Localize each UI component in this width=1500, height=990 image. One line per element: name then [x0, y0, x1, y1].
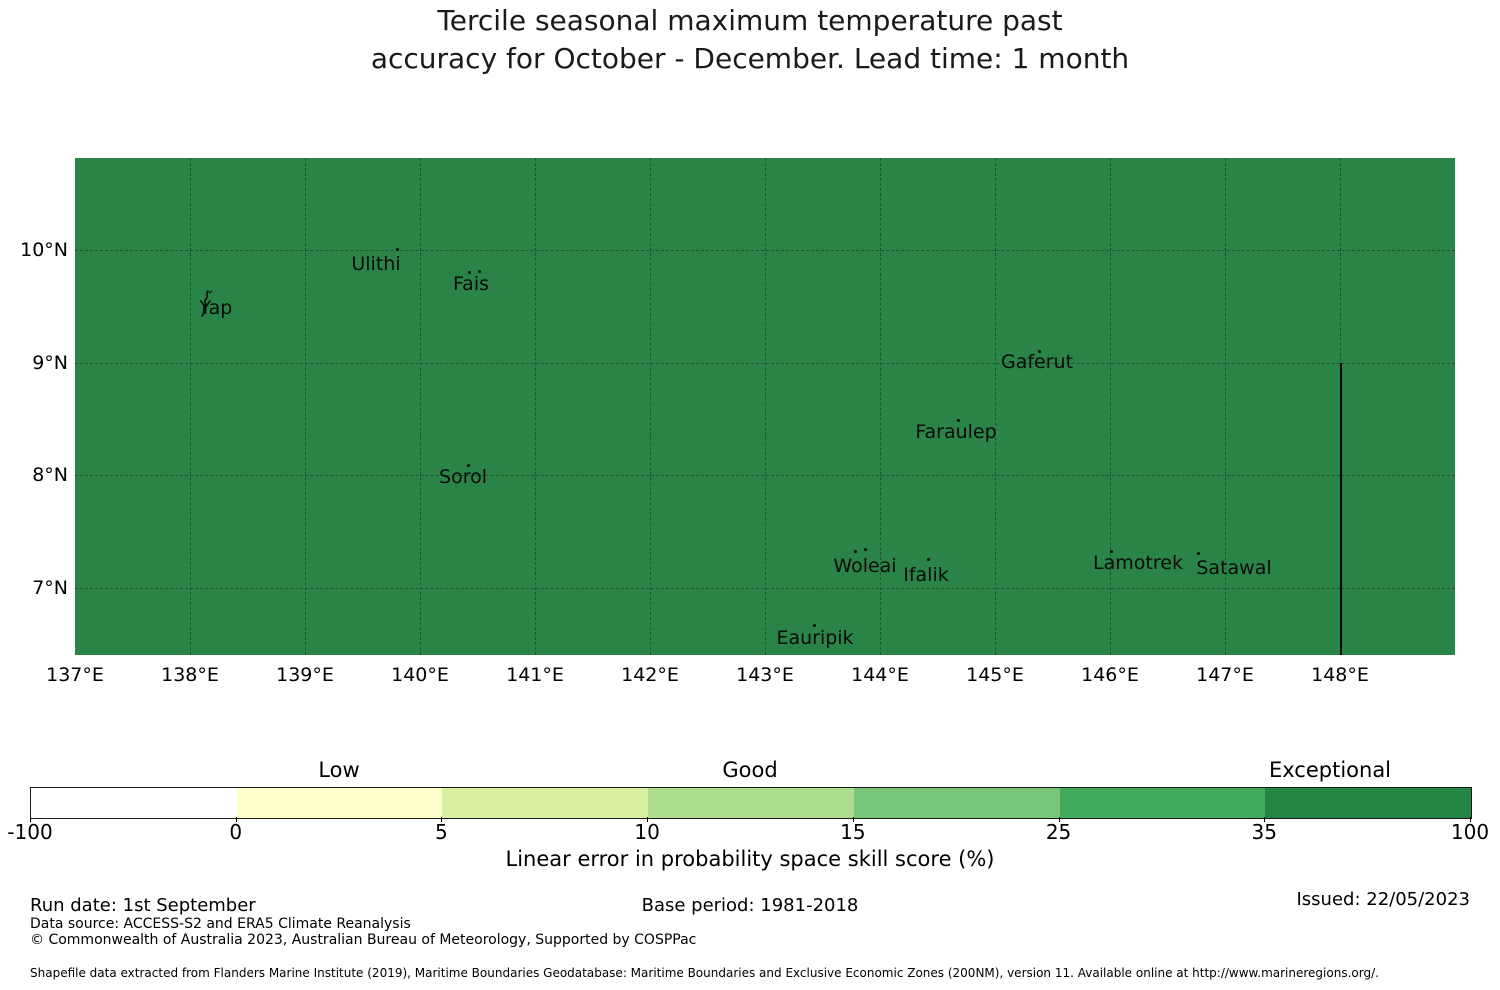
lon-tick-label: 147°E	[1196, 664, 1254, 686]
colorbar-tick	[1470, 817, 1471, 822]
island-label: Eauripik	[776, 627, 854, 649]
base-period-text: Base period: 1981-2018	[641, 895, 859, 916]
lat-tick-label: 9°N	[32, 352, 68, 374]
lon-tick-label: 141°E	[506, 664, 564, 686]
colorbar-tick-label: -100	[7, 820, 53, 844]
colorbar-segment	[648, 788, 854, 818]
data-source-text: Data source: ACCESS-S2 and ERA5 Climate …	[30, 916, 411, 932]
lon-tick-label: 148°E	[1311, 664, 1369, 686]
colorbar-tick	[1264, 817, 1266, 822]
lon-tick-label: 140°E	[391, 664, 449, 686]
longitude-gridline	[1225, 158, 1226, 655]
island-dot	[1038, 350, 1041, 353]
island-dot	[927, 558, 930, 561]
island-label: Sorol	[439, 466, 487, 488]
island-label: Lamotrek	[1093, 552, 1183, 574]
island-label: Fais	[452, 273, 490, 295]
yap-island-icon	[201, 290, 213, 317]
island-label: Gaferut	[1000, 351, 1074, 373]
island-dot	[813, 624, 816, 627]
lon-tick-label: 138°E	[161, 664, 219, 686]
longitude-gridline	[880, 158, 881, 655]
longitude-gridline	[650, 158, 651, 655]
lon-tick-label: 139°E	[276, 664, 334, 686]
island-label: Ulithi	[351, 253, 401, 275]
colorbar-tick-label: 0	[229, 820, 243, 844]
island-label: Ifalik	[903, 564, 949, 586]
lon-tick-label: 143°E	[736, 664, 794, 686]
longitude-gridline	[1110, 158, 1111, 655]
latitude-gridline	[75, 250, 1455, 251]
lon-tick-label: 146°E	[1081, 664, 1139, 686]
colorbar-tick-label: 10	[634, 820, 660, 844]
island-dot	[864, 548, 867, 551]
island-label: Satawal	[1196, 557, 1272, 579]
colorbar-category-label: Good	[722, 758, 778, 782]
colorbar-tick-label: 35	[1251, 820, 1278, 844]
colorbar-tick	[30, 817, 31, 822]
island-dot	[467, 464, 470, 467]
colorbar-tick-label: 5	[435, 820, 448, 844]
longitude-gridline	[190, 158, 191, 655]
colorbar-segment	[853, 788, 1060, 818]
colorbar-tick	[647, 817, 649, 822]
island-dot	[1197, 552, 1200, 555]
chart-title-line1: Tercile seasonal maximum temperature pas…	[437, 4, 1063, 37]
latitude-gridline	[75, 475, 1455, 476]
lat-tick-label: 10°N	[20, 239, 68, 261]
island-dot	[396, 248, 399, 251]
colorbar-tick	[852, 817, 854, 822]
longitude-gridline	[535, 158, 536, 655]
lon-tick-label: 137°E	[46, 664, 104, 686]
run-date-text: Run date: 1st September	[30, 895, 256, 916]
copyright-text: © Commonwealth of Australia 2023, Austra…	[30, 932, 697, 948]
longitude-gridline	[765, 158, 766, 655]
island-label: Faraulep	[915, 421, 997, 443]
lon-tick-label: 144°E	[851, 664, 909, 686]
colorbar-tick-label: 25	[1045, 820, 1072, 844]
island-label: Woleai	[833, 555, 897, 577]
map-canvas: Yap Ulithi Fais Sorol Gaferut Faraulep Woleai I…	[75, 158, 1455, 655]
colorbar-category-label: Low	[318, 758, 360, 782]
lon-tick-label: 145°E	[966, 664, 1024, 686]
island-dot	[1110, 550, 1113, 553]
eez-boundary-line	[1340, 363, 1342, 655]
island-dot	[957, 419, 960, 422]
island-dot	[468, 271, 471, 274]
longitude-gridline	[995, 158, 996, 655]
colorbar-tick-label: 15	[840, 820, 866, 844]
colorbar-tick-label: 100	[1450, 820, 1490, 844]
shapefile-attribution-text: Shapefile data extracted from Flanders M…	[30, 966, 1379, 980]
chart-title: Tercile seasonal maximum temperature pas…	[0, 2, 1500, 78]
colorbar-tick	[441, 817, 443, 822]
longitude-gridline	[420, 158, 421, 655]
colorbar-axis-label: Linear error in probability space skill …	[505, 847, 995, 871]
lat-tick-label: 8°N	[32, 464, 68, 486]
colorbar-segment	[442, 788, 649, 818]
colorbar-tick	[235, 817, 237, 822]
island-dot	[854, 550, 857, 553]
colorbar-category-label: Exceptional	[1268, 758, 1392, 782]
colorbar-tick	[1058, 817, 1060, 822]
colorbar-segment	[1265, 788, 1472, 818]
lon-tick-label: 142°E	[621, 664, 679, 686]
longitude-gridline	[305, 158, 306, 655]
island-label: Yap	[199, 297, 233, 319]
colorbar-segment	[31, 788, 237, 818]
colorbar	[30, 787, 1472, 819]
colorbar-segment	[1059, 788, 1266, 818]
issued-text: Issued: 22/05/2023	[1296, 889, 1470, 910]
colorbar-segment	[236, 788, 443, 818]
latitude-gridline	[75, 588, 1455, 589]
chart-title-line2: accuracy for October - December. Lead ti…	[370, 42, 1130, 75]
lat-tick-label: 7°N	[32, 577, 68, 599]
latitude-gridline	[75, 363, 1455, 364]
island-dot	[478, 270, 481, 273]
